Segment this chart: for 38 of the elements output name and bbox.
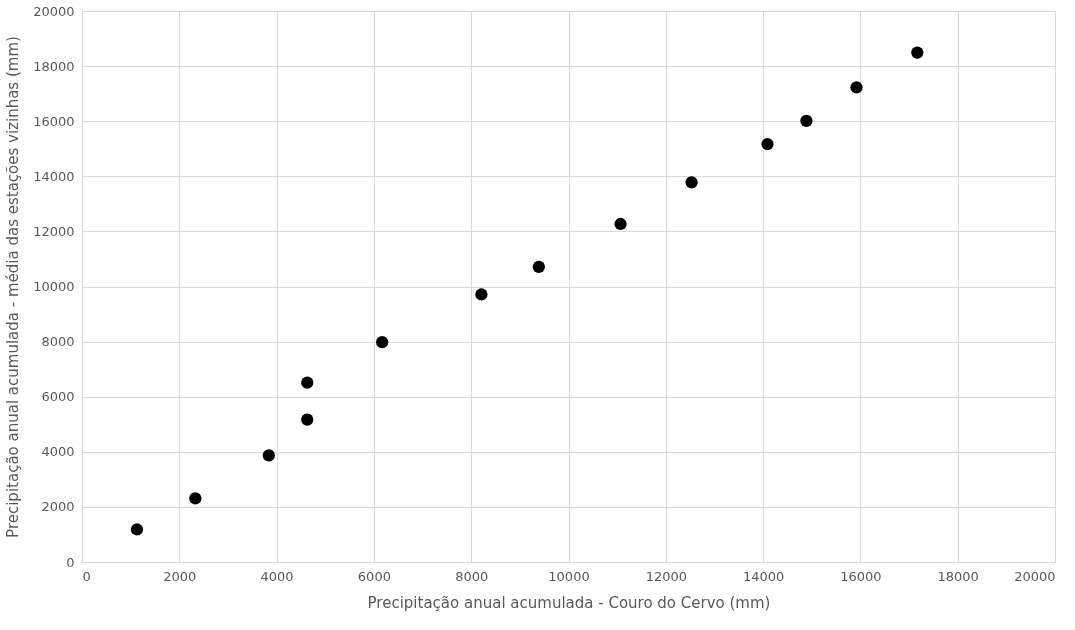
y-tick-label: 18000 [33, 58, 75, 74]
point [614, 217, 627, 231]
point [911, 46, 924, 59]
point [685, 176, 698, 189]
y-axis-title: Precipitação anual acumulada - média das estações vizinhas (mm) [4, 36, 23, 538]
x-tick-label: 16000 [840, 568, 882, 584]
y-tick-label: 12000 [33, 223, 75, 239]
x-tick-label: 8000 [455, 568, 489, 584]
point [376, 336, 389, 349]
point [130, 523, 144, 536]
x-tick-label: 14000 [742, 568, 785, 584]
x-tick-label: 10000 [548, 568, 590, 584]
y-tick-label: 20000 [33, 3, 75, 19]
x-tick-label: 2000 [163, 568, 197, 584]
y-tick-label: 6000 [41, 389, 75, 405]
point [262, 449, 275, 462]
y-tick-label: 0 [66, 554, 75, 570]
x-tick-label: 18000 [937, 568, 979, 584]
x-tick-label: 6000 [357, 568, 391, 584]
point [475, 288, 488, 301]
point [761, 137, 774, 151]
point [800, 114, 813, 128]
x-tick-label: 0 [82, 568, 91, 584]
y-tick-label: 8000 [41, 334, 75, 350]
x-tick-label: 12000 [645, 568, 687, 584]
x-tick-label: 4000 [260, 568, 294, 584]
y-tick-label: 16000 [33, 113, 75, 129]
point [301, 413, 314, 426]
x-tick-label: 20000 [1014, 568, 1056, 584]
y-tick-label: 2000 [41, 499, 75, 515]
x-axis-title: Precipitação anual acumulada - Couro do Cervo (mm) [367, 593, 771, 612]
y-tick-label: 14000 [33, 168, 75, 184]
point [850, 81, 863, 94]
y-tick-label: 10000 [33, 279, 75, 294]
y-tick-label: 4000 [41, 444, 75, 460]
point [301, 376, 314, 389]
point [189, 492, 202, 505]
point [532, 260, 545, 274]
